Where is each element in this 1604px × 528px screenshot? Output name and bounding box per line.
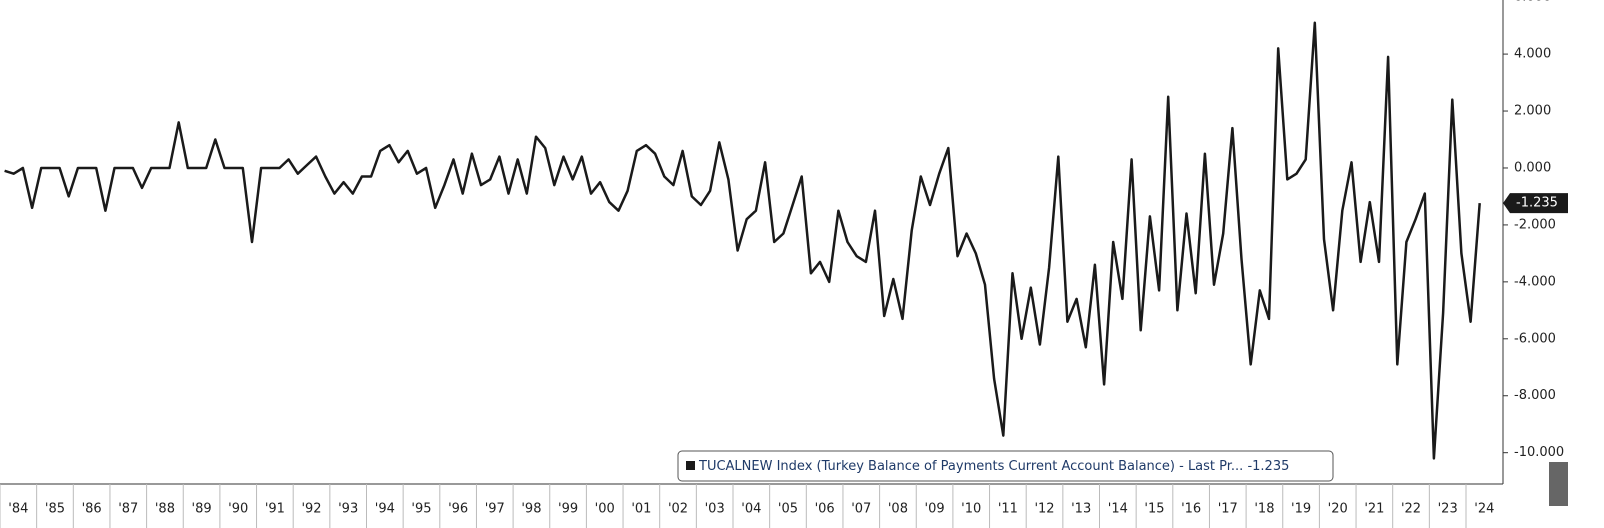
x-tick-label: '20 — [1328, 502, 1348, 517]
x-tick-label: '87 — [118, 502, 138, 517]
y-tick-label: 2.000 — [1514, 104, 1551, 119]
y-tick-label: 6.000 — [1514, 0, 1551, 5]
y-tick-label: 4.000 — [1514, 47, 1551, 62]
x-tick-label: '11 — [998, 502, 1018, 517]
side-icon[interactable] — [1549, 462, 1568, 506]
y-tick-label: -2.000 — [1514, 217, 1556, 232]
x-tick-label: '02 — [668, 502, 688, 517]
x-tick-label: '19 — [1291, 502, 1311, 517]
x-tick-label: '85 — [45, 502, 65, 517]
x-tick-label: '17 — [1218, 502, 1238, 517]
x-tick-label: '06 — [815, 502, 835, 517]
x-tick-label: '95 — [411, 502, 431, 517]
x-tick-label: '05 — [778, 502, 798, 517]
legend-name: TUCALNEW Index (Turkey Balance of Paymen… — [698, 459, 1243, 474]
series-line — [4, 21, 1481, 460]
x-tick-label: '15 — [1144, 502, 1164, 517]
x-tick-label: '90 — [228, 502, 248, 517]
x-tick-label: '92 — [301, 502, 321, 517]
x-tick-label: '18 — [1254, 502, 1274, 517]
x-tick-label: '08 — [888, 502, 908, 517]
x-tick-label: '99 — [558, 502, 578, 517]
legend-label: TUCALNEW Index (Turkey Balance of Paymen… — [698, 459, 1289, 474]
legend-box — [677, 450, 1334, 482]
x-tick-label: '16 — [1181, 502, 1201, 517]
x-tick-label: '04 — [741, 502, 761, 517]
y-tick-label: -6.000 — [1514, 331, 1556, 346]
x-tick-label: '07 — [851, 502, 871, 517]
x-tick-label: '21 — [1364, 502, 1384, 517]
y-tick-label: -8.000 — [1514, 388, 1556, 403]
x-tick-label: '10 — [961, 502, 981, 517]
x-tick-label: '94 — [375, 502, 395, 517]
x-tick-label: '93 — [338, 502, 358, 517]
x-tick-label: '00 — [595, 502, 615, 517]
x-tick-label: '84 — [8, 502, 28, 517]
x-tick-label: '88 — [155, 502, 175, 517]
x-tick-label: '91 — [265, 502, 285, 517]
x-tick-label: '22 — [1401, 502, 1421, 517]
y-tick-label: -4.000 — [1514, 274, 1556, 289]
x-tick-label: '12 — [1034, 502, 1054, 517]
y-tick-label: -10.000 — [1514, 445, 1564, 460]
x-tick-label: '97 — [485, 502, 505, 517]
last-value-badge — [1503, 193, 1568, 214]
legend-last-value: -1.235 — [1247, 459, 1289, 474]
x-tick-label: '09 — [925, 502, 945, 517]
x-tick-label: '96 — [448, 502, 468, 517]
x-tick-label: '01 — [631, 502, 651, 517]
x-tick-label: '13 — [1071, 502, 1091, 517]
x-tick-label: '98 — [521, 502, 541, 517]
x-tick-label: '89 — [192, 502, 212, 517]
x-tick-label: '14 — [1108, 502, 1128, 517]
last-value-label: -1.235 — [1516, 196, 1558, 211]
x-tick-label: '23 — [1438, 502, 1458, 517]
x-tick-label: '03 — [705, 502, 725, 517]
x-tick-label: '24 — [1474, 502, 1494, 517]
x-tick-label: '86 — [82, 502, 102, 517]
legend-swatch — [686, 461, 695, 470]
y-tick-label: 0.000 — [1514, 160, 1551, 175]
